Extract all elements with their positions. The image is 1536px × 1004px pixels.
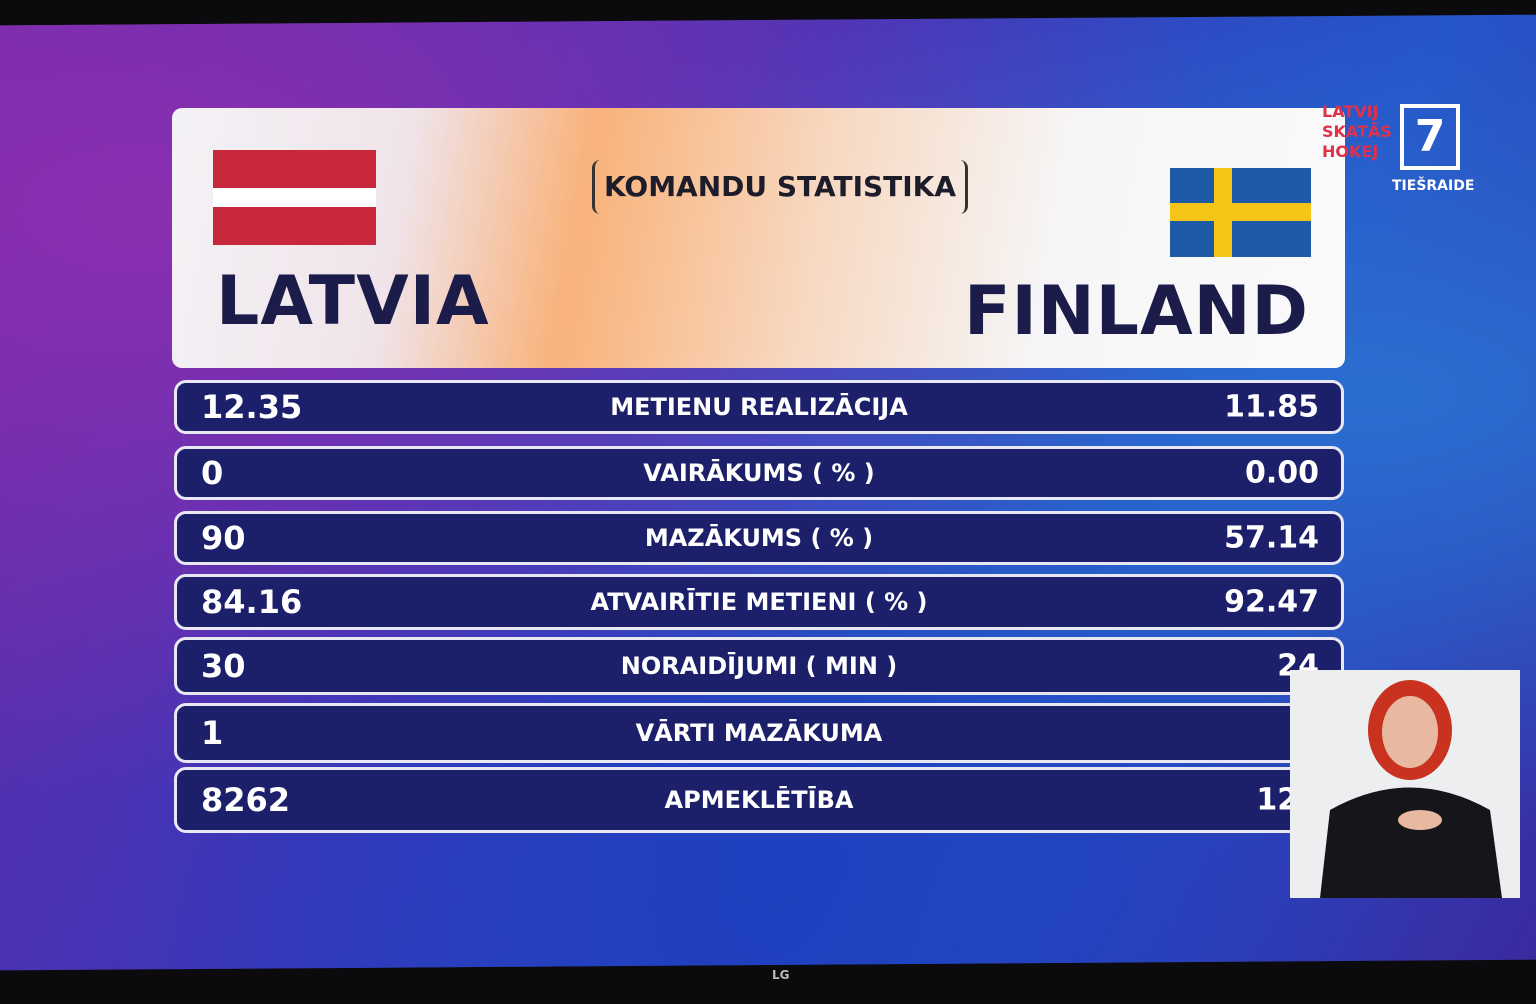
interpreter — [1320, 680, 1502, 898]
stat-label: VĀRTI MAZĀKUMA — [635, 719, 883, 747]
stat-row: 0 VAIRĀKUMS ( % ) 0.00 — [174, 446, 1344, 500]
left-value: 1 — [201, 714, 224, 752]
hands — [1398, 810, 1442, 830]
stat-row: 84.16 ATVAIRĪTIE METIENI ( % ) 92.47 — [174, 574, 1344, 630]
flag-latvia — [213, 150, 376, 245]
right-value: 11.85 — [1224, 389, 1319, 425]
logo-line: LATVIJ — [1322, 102, 1379, 121]
stat-label: APMEKLĒTĪBA — [664, 786, 854, 814]
left-value: 12.35 — [201, 388, 303, 426]
tv-brand: LG — [772, 968, 790, 982]
body — [1320, 787, 1502, 898]
left-value: 84.16 — [201, 583, 303, 621]
left-value: 0 — [201, 454, 224, 492]
left-value: 8262 — [201, 781, 291, 819]
right-value: 0.00 — [1244, 455, 1319, 491]
stat-label: VAIRĀKUMS ( % ) — [643, 459, 875, 487]
logo-line: HOKEJ — [1322, 142, 1379, 161]
header-panel: KOMANDU STATISTIKA LATVIA FINLAND — [172, 108, 1345, 368]
right-value: 92.47 — [1224, 584, 1319, 620]
interpreter-inset — [1290, 670, 1520, 898]
stat-row: 90 MAZĀKUMS ( % ) 57.14 — [174, 511, 1344, 565]
stat-label: METIENU REALIZĀCIJA — [610, 393, 908, 421]
face — [1382, 696, 1438, 768]
stat-label: MAZĀKUMS ( % ) — [644, 524, 874, 552]
team-right: FINLAND — [964, 272, 1309, 351]
stat-row: 30 NORAIDĪJUMI ( MIN ) 24 — [174, 637, 1344, 695]
title: KOMANDU STATISTIKA — [592, 160, 968, 214]
stat-row: 12.35 METIENU REALIZĀCIJA 11.85 — [174, 380, 1344, 434]
team-left: LATVIA — [216, 262, 490, 341]
stat-label: ATVAIRĪTIE METIENI ( % ) — [590, 588, 928, 616]
live-label: TIEŠRAIDE — [1392, 178, 1475, 194]
left-value: 90 — [201, 519, 246, 557]
logo-text: LATVIJ SKATĀS HOKEJ — [1322, 102, 1392, 162]
logo-line: SKATĀS — [1322, 122, 1392, 141]
stat-row: 8262 APMEKLĒTĪBA 125 — [174, 767, 1344, 833]
right-value: 57.14 — [1224, 520, 1319, 556]
left-value: 30 — [201, 647, 246, 685]
flag-sweden — [1170, 168, 1311, 257]
channel-logo: 7 — [1400, 104, 1460, 170]
stat-label: NORAIDĪJUMI ( MIN ) — [620, 652, 898, 680]
